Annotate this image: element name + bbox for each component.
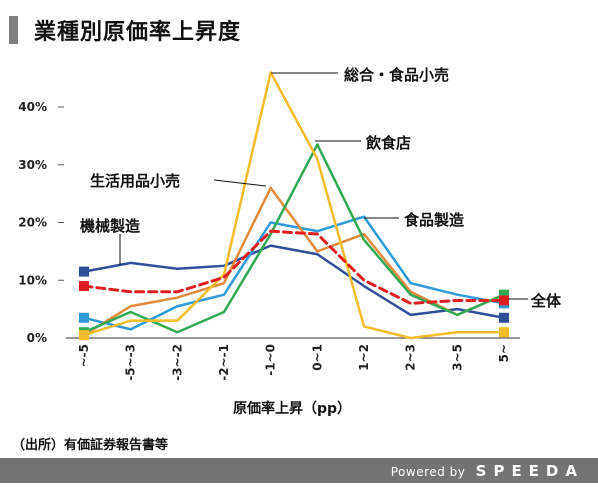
label-overall: 全体 [530, 292, 562, 310]
series-line-0 [82, 71, 506, 340]
label-food-manufacturing: 食品製造 [404, 211, 464, 229]
series-end-marker-0 [79, 330, 89, 341]
x-tick-label: 0~1 [310, 344, 324, 371]
y-tick-label: 20% [18, 216, 47, 230]
x-tick-label: 3~5 [450, 344, 464, 371]
series-end-marker-3 [79, 266, 89, 277]
series-line-2 [82, 186, 506, 337]
label-retail-general: 総合・食品小売 [344, 66, 449, 84]
title-accent-bar [9, 16, 18, 44]
brand-logo: SPEEDA [475, 462, 584, 480]
powered-by: Powered by SPEEDA [391, 462, 584, 480]
y-tick-label: 40% [18, 100, 47, 114]
x-tick-label: 5~ [497, 344, 511, 362]
leader-household-retail [213, 179, 267, 187]
series-line-5 [82, 229, 506, 305]
chart-axes: 0% 10% 20% 30% 40% ~-5 -5~-3 -3~-2 -2~-1 -1~0 0~1 1… [18, 100, 520, 417]
x-tick-label: 1~2 [357, 344, 371, 371]
source-note: （出所）有価証券報告書等 [12, 438, 169, 453]
series-end-marker-3 [499, 312, 509, 323]
series-end-marker-1 [499, 289, 509, 300]
series-line-3 [82, 244, 506, 320]
series-line-4 [82, 215, 506, 331]
series-line-1 [82, 143, 506, 334]
powered-by-label: Powered by [390, 465, 466, 479]
footer-bar: Powered by SPEEDA [0, 458, 598, 483]
label-household-retail: 生活用品小売 [90, 172, 180, 190]
chart-series-lines [79, 71, 509, 341]
x-tick-label: -5~-3 [124, 344, 138, 381]
series-end-marker-5 [79, 281, 89, 292]
x-axis-title: 原価率上昇（pp） [233, 400, 351, 417]
label-restaurant: 飲食店 [365, 134, 411, 152]
x-tick-label: ~-5 [77, 344, 91, 367]
y-tick-label: 10% [18, 273, 47, 287]
y-tick-label: 0% [27, 331, 47, 345]
y-tick-label: 30% [18, 158, 47, 172]
x-tick-label: -2~-1 [217, 344, 231, 381]
series-end-marker-0 [499, 327, 509, 338]
x-tick-label: -1~0 [264, 344, 278, 376]
chart-label-leaders [119, 72, 528, 300]
series-end-marker-4 [79, 312, 89, 323]
page-title: 業種別原価率上昇度 [34, 20, 242, 45]
x-tick-label: 2~3 [404, 344, 418, 371]
series-end-marker-5 [499, 295, 509, 306]
x-tick-label: -3~-2 [170, 344, 184, 381]
label-machinery: 機械製造 [80, 217, 140, 235]
